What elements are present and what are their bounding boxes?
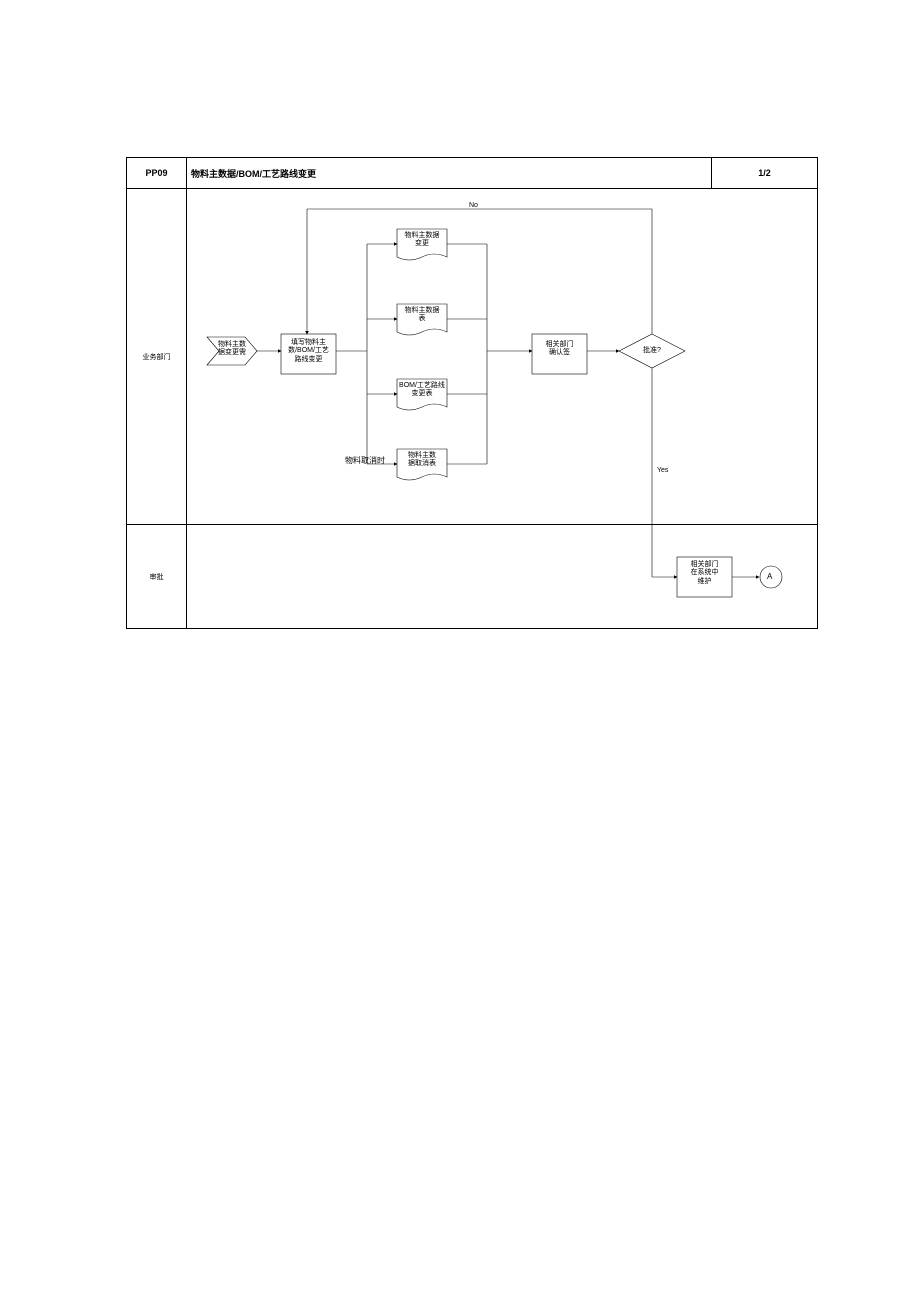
approve-text: 相关部门 在系统中 维护: [679, 561, 730, 586]
start-l2: 据变更需: [214, 349, 250, 357]
header-page: 1/2: [712, 158, 817, 188]
doc4-text: 物料主数 据取消表: [399, 452, 445, 469]
start-text: 物料主数 据变更需: [214, 341, 250, 358]
flowchart-diagram: PP09 物料主数据/BOM/工艺路线变更 1/2 业务部门: [126, 157, 818, 629]
doc2-text: 物料主数据 表: [399, 307, 445, 324]
doc3-text: BOM/工艺路线 变更表: [397, 382, 447, 399]
row1-label: 业务部门: [127, 189, 187, 524]
approve-l2: 在系统中: [679, 569, 730, 577]
edge-yes-label: Yes: [657, 467, 668, 474]
connector-text: A: [767, 572, 772, 581]
summary-text: 相关部门 确认签: [534, 341, 585, 358]
header-code: PP09: [127, 158, 187, 188]
edge-no-label: No: [469, 202, 478, 209]
page-container: PP09 物料主数据/BOM/工艺路线变更 1/2 业务部门: [0, 0, 920, 1301]
doc2-l2: 表: [399, 315, 445, 323]
body-rows: 业务部门: [127, 189, 817, 629]
apply-text: 填写物料主 数/BOM/工艺 路线变更: [282, 339, 335, 364]
doc1-l2: 变更: [399, 240, 445, 248]
apply-l3: 路线变更: [282, 356, 335, 364]
doc4-side-label: 物料取消时: [345, 455, 385, 466]
row1-content: 物料主数 据变更需 填写物料主 数/BOM/工艺 路线变更 物料主数据 变更 物…: [187, 189, 817, 524]
doc1-text: 物料主数据 变更: [399, 232, 445, 249]
row2-label: 审批: [127, 525, 187, 629]
doc4-l2: 据取消表: [399, 460, 445, 468]
row-2: 审批: [127, 525, 817, 629]
doc3-l2: 变更表: [397, 390, 447, 398]
decision-text: 批准?: [640, 347, 664, 355]
apply-l2: 数/BOM/工艺: [282, 347, 335, 355]
row-1: 业务部门: [127, 189, 817, 525]
header-row: PP09 物料主数据/BOM/工艺路线变更 1/2: [127, 158, 817, 189]
row2-content: 相关部门 在系统中 维护 A: [187, 525, 817, 629]
header-title: 物料主数据/BOM/工艺路线变更: [187, 158, 712, 188]
approve-l3: 维护: [679, 578, 730, 586]
summary-l2: 确认签: [534, 349, 585, 357]
